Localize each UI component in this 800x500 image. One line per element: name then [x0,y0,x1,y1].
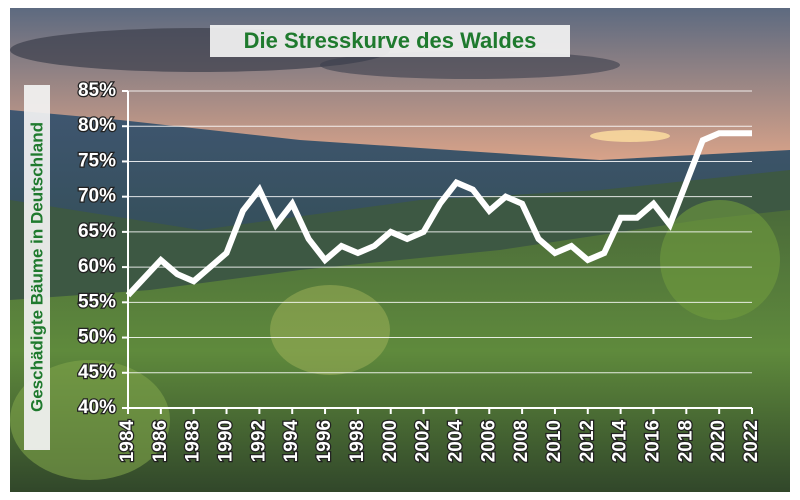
y-tick-label: 65% [78,221,116,242]
y-tick-label: 45% [78,362,116,383]
x-tick-label: 1990 [216,420,237,462]
y-tick-label: 50% [78,327,116,348]
x-tick-label: 2008 [511,420,532,462]
x-tick-label: 1996 [314,420,335,462]
y-tick-label: 80% [78,115,116,136]
x-tick-label: 1988 [183,420,204,462]
x-tick-label: 2018 [675,420,696,462]
x-tick-label: 1994 [281,420,302,463]
x-tick-label: 2014 [610,420,631,463]
x-tick-label: 1992 [248,420,269,462]
y-tick-label: 85% [78,80,116,101]
x-tick-label: 2004 [445,420,466,463]
x-tick-label: 2006 [478,420,499,462]
y-tick-label: 60% [78,256,116,277]
x-tick-label: 2000 [380,420,401,462]
y-tick-label: 70% [78,186,116,207]
x-tick-label: 2012 [577,420,598,462]
x-tick-label: 2010 [544,420,565,462]
x-tick-label: 1984 [117,420,138,463]
chart-title: Die Stresskurve des Waldes [244,28,537,53]
y-tick-label: 75% [78,150,116,171]
y-tick-label: 40% [78,397,116,418]
data-line [125,130,752,298]
y-tick-label: 55% [78,291,116,312]
y-label-box [24,85,50,450]
x-tick-label: 1986 [150,420,171,462]
y-axis-label: Geschädigte Bäume in Deutschland [27,122,46,412]
x-tick-label: 2020 [708,420,729,462]
x-tick-label: 2022 [741,420,762,462]
x-tick-label: 2016 [642,420,663,462]
plot-area: 40% 45% 50% 55% 60% 65% 70% 75% 80% 85% 1984 1986 19… [77,79,764,464]
x-tick-label: 2002 [413,420,434,462]
title-box [210,25,570,57]
x-tick-label: 1998 [347,420,368,462]
